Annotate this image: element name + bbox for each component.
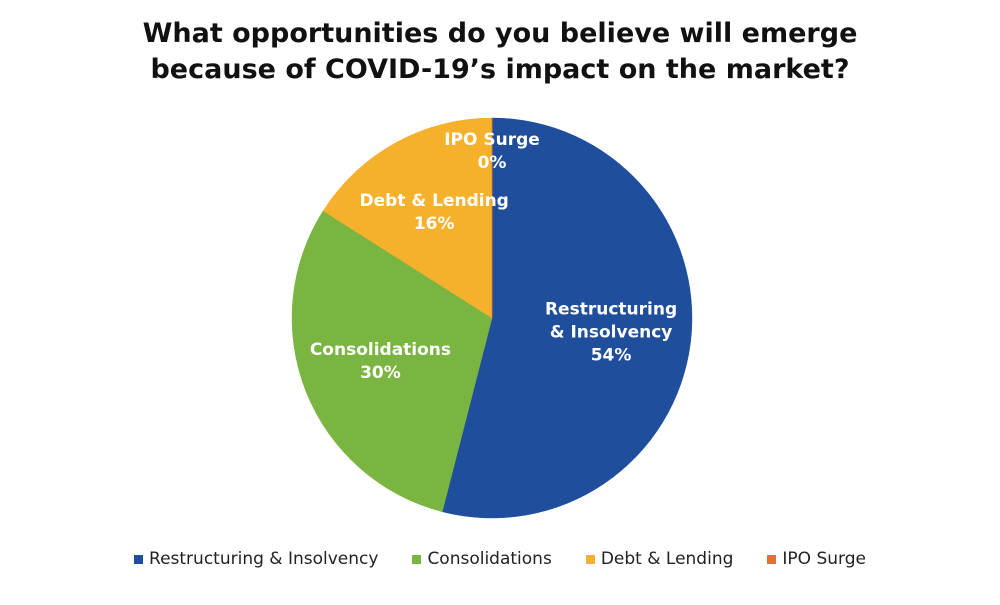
data-label-name: Restructuring & Insolvency: [544, 299, 678, 343]
pie-slice: [441, 117, 693, 519]
data-label-value: 30%: [360, 363, 401, 384]
data-label-value: 16%: [413, 213, 455, 234]
legend-swatch: [134, 554, 144, 564]
legend-item: IPO Surge: [767, 549, 866, 569]
legend-item: Debt & Lending: [585, 549, 734, 569]
legend-label: Consolidations: [427, 549, 552, 569]
legend-swatch: [412, 554, 422, 564]
data-label-name: Debt & Lending: [359, 190, 509, 211]
data-label-value: 54%: [590, 345, 632, 366]
chart-title: What opportunities do you believe will e…: [142, 18, 858, 85]
pie-slice: [291, 210, 493, 513]
legend-item: Consolidations: [412, 549, 552, 569]
data-label-value: 0%: [477, 153, 507, 173]
data-label: IPO Surge 0%: [444, 129, 540, 175]
legend-swatch: [767, 554, 777, 564]
data-label: Consolidations 30%: [310, 339, 451, 385]
legend-label: Debt & Lending: [600, 549, 734, 569]
pie-slice: [322, 117, 493, 319]
legend-label: IPO Surge: [782, 549, 866, 569]
legend: Restructuring & Insolvency Consolidations…: [0, 549, 1000, 569]
data-label-name: IPO Surge: [444, 130, 540, 150]
data-label: Restructuring & Insolvency 54%: [536, 299, 686, 368]
data-label-name: Consolidations: [309, 340, 452, 361]
legend-item: Restructuring & Insolvency: [134, 549, 378, 569]
legend-swatch: [585, 554, 595, 564]
legend-label: Restructuring & Insolvency: [149, 549, 379, 569]
data-label: Debt & Lending 16%: [360, 190, 509, 236]
